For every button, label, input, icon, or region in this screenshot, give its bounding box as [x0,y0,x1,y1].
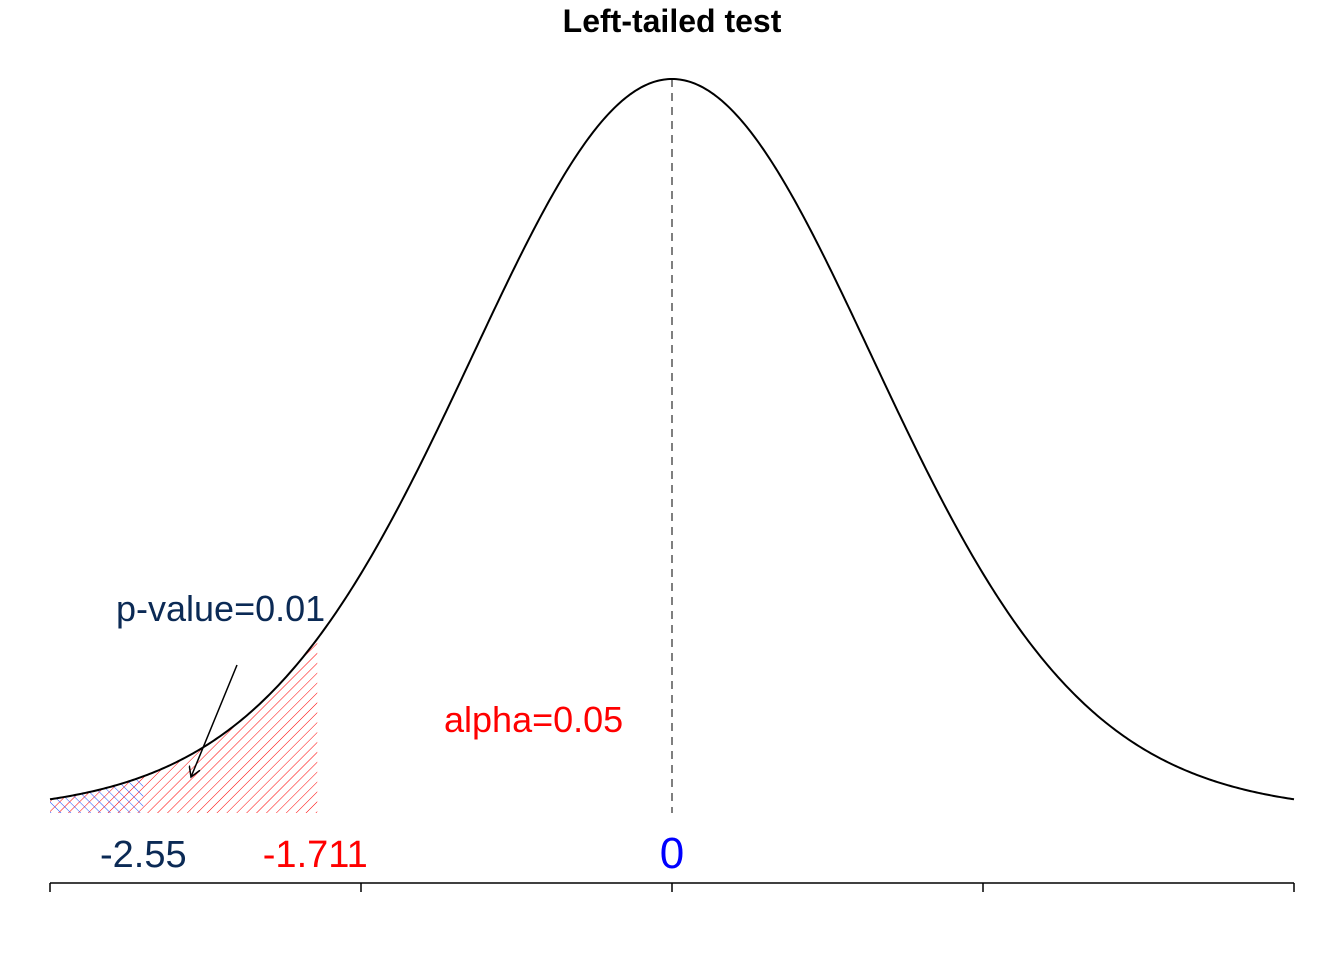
test-statistic-label: -2.55 [100,834,187,876]
pvalue-arrow [191,664,238,777]
density-curve [49,77,1295,801]
center-value-label: 0 [660,829,684,878]
chart-title: Left-tailed test [563,3,782,39]
critical-value-label: -1.711 [263,834,368,876]
pvalue-annotation: p-value=0.01 [116,588,325,629]
alpha-annotation: alpha=0.05 [444,699,623,740]
pvalue-shaded-region [50,776,144,813]
alpha-shaded-region [50,638,318,813]
x-axis [49,882,1295,892]
